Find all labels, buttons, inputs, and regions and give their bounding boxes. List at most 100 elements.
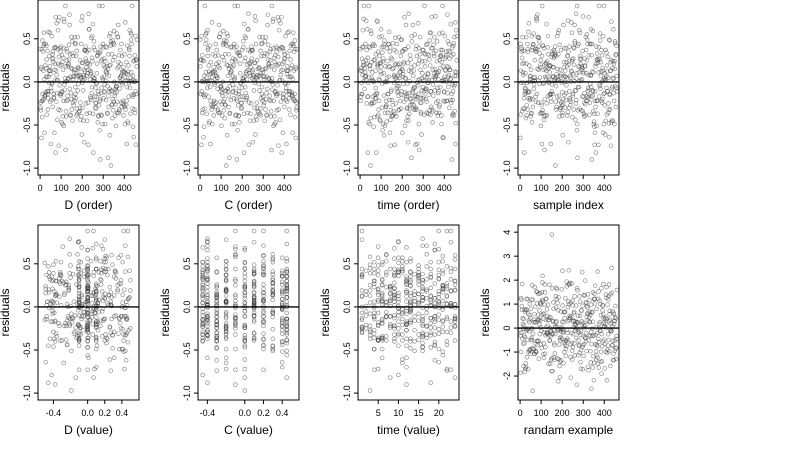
data-point	[68, 303, 73, 309]
data-point	[85, 228, 90, 234]
data-point	[550, 332, 555, 337]
data-point	[270, 271, 276, 277]
data-point	[110, 38, 116, 43]
data-point	[527, 312, 532, 318]
data-point	[583, 339, 589, 344]
data-point	[257, 34, 262, 40]
data-point	[593, 64, 598, 69]
data-point	[286, 96, 292, 101]
data-point	[117, 321, 123, 326]
data-point	[601, 121, 607, 127]
data-point	[424, 310, 429, 316]
data-point	[120, 327, 125, 332]
data-point	[572, 294, 577, 299]
data-point	[200, 281, 205, 286]
data-point	[595, 355, 600, 360]
y-tick-label: 0.5	[182, 33, 192, 46]
data-point	[545, 74, 550, 79]
data-point	[404, 382, 409, 387]
data-point	[375, 310, 381, 316]
data-point	[530, 297, 536, 303]
data-point	[43, 359, 48, 365]
data-point	[293, 64, 299, 70]
data-point	[400, 71, 406, 77]
data-point	[562, 68, 568, 73]
data-point	[571, 107, 577, 112]
x-axis-title: sample index	[533, 198, 604, 212]
data-point	[92, 76, 97, 81]
data-point	[261, 243, 266, 248]
data-point	[607, 134, 612, 140]
data-point	[539, 141, 545, 147]
data-point	[74, 71, 79, 76]
data-point	[62, 19, 67, 24]
data-point	[418, 67, 423, 73]
data-point	[410, 89, 415, 94]
x-tick-label: 400	[437, 183, 452, 193]
data-point	[575, 319, 580, 325]
data-point	[88, 70, 94, 75]
data-point	[235, 102, 241, 108]
data-point	[200, 335, 205, 341]
data-point	[64, 58, 70, 63]
data-point	[548, 141, 554, 147]
data-point	[241, 150, 247, 155]
data-point	[365, 27, 370, 32]
data-point	[85, 345, 90, 350]
data-point	[416, 301, 421, 306]
data-point	[231, 41, 237, 47]
data-point	[446, 41, 452, 47]
data-point	[411, 68, 416, 73]
data-point	[571, 46, 577, 51]
data-point	[242, 308, 248, 314]
data-point	[406, 118, 411, 123]
y-tick-label: 0.5	[22, 258, 32, 271]
data-point	[537, 51, 542, 56]
data-point	[382, 38, 387, 43]
data-point	[586, 72, 591, 78]
data-point	[131, 58, 137, 63]
data-point	[358, 94, 364, 99]
data-point	[225, 89, 231, 94]
data-point	[441, 98, 446, 104]
data-point	[50, 319, 55, 324]
data-point	[221, 108, 227, 113]
data-point	[250, 67, 256, 73]
data-point	[392, 35, 398, 41]
data-point	[574, 76, 579, 81]
data-point	[536, 67, 542, 73]
panel-6: -0.4 0.0 0.2 0.4-1.0-0.50.00.5C (value)resi…	[158, 224, 300, 437]
data-point	[601, 3, 607, 9]
y-axis-title: residuals	[478, 288, 492, 336]
data-point	[436, 346, 442, 352]
x-tick-label: 100	[54, 183, 69, 193]
data-point	[111, 329, 117, 335]
data-point	[121, 228, 126, 234]
data-point	[519, 281, 525, 287]
data-point	[404, 94, 409, 99]
data-point	[404, 91, 410, 97]
data-point	[251, 262, 257, 267]
data-point	[359, 266, 365, 272]
data-point	[108, 368, 114, 373]
y-tick-label: -0.5	[22, 342, 32, 358]
data-point	[223, 346, 229, 352]
data-point	[249, 48, 255, 54]
data-point	[251, 266, 257, 272]
data-point	[552, 324, 558, 330]
data-point	[412, 348, 417, 354]
data-point	[379, 321, 385, 326]
data-point	[214, 339, 219, 344]
data-point	[371, 124, 376, 129]
data-point	[224, 62, 230, 67]
data-point	[283, 85, 289, 91]
data-point	[359, 325, 365, 330]
data-point	[375, 263, 381, 268]
y-axis-title: residuals	[158, 288, 172, 336]
data-point	[446, 84, 451, 90]
data-point	[578, 329, 583, 334]
data-point	[445, 90, 450, 96]
data-point	[530, 96, 535, 102]
data-point	[279, 279, 285, 285]
data-point	[46, 80, 52, 86]
